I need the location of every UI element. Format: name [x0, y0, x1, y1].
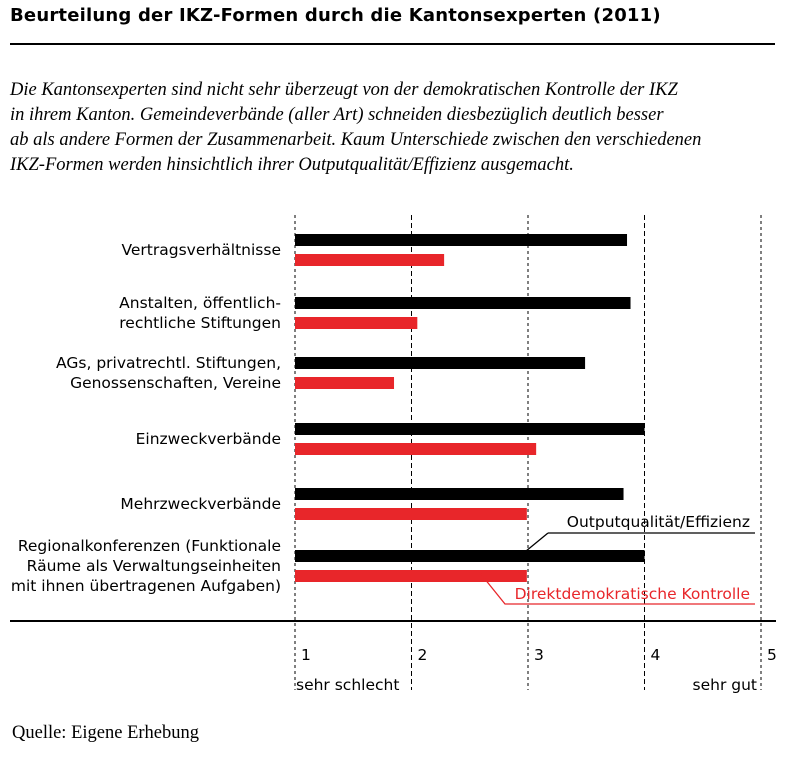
category-label: Einzweckverbände	[136, 430, 281, 448]
scale-label-high: sehr gut	[693, 676, 757, 694]
control-bar	[295, 508, 527, 520]
control-bar	[295, 317, 418, 329]
category-label-line: AGs, privatrechtl. Stiftungen,	[56, 354, 281, 372]
subtitle-line: Die Kantonsexperten sind nicht sehr über…	[10, 80, 678, 100]
chart-subtitle: Die Kantonsexperten sind nicht sehr über…	[10, 78, 775, 178]
tick-label: 3	[534, 646, 544, 664]
category-label-line: Mehrzweckverbände	[120, 495, 281, 513]
tick-label: 2	[418, 646, 428, 664]
title-divider	[10, 43, 775, 45]
category-label-line: Anstalten, öffentlich-	[119, 294, 281, 312]
legend-output-label: Outputqualität/Effizienz	[567, 513, 750, 531]
subtitle-line: in ihrem Kanton. Gemeindeverbände (aller…	[10, 105, 664, 125]
tick-label: 1	[301, 646, 311, 664]
category-label-line: Regionalkonferenzen (Funktionale	[18, 537, 281, 555]
subtitle-line: ab als andere Formen der Zusammenarbeit.…	[10, 130, 702, 150]
subtitle-line: IKZ-Formen werden hinsichtlich ihrer Out…	[10, 155, 574, 175]
category-label: AGs, privatrechtl. Stiftungen, Genossensc…	[56, 354, 281, 392]
category-label-line: Vertragsverhältnisse	[121, 241, 281, 259]
scale-label-low: sehr schlecht	[296, 676, 399, 694]
category-label: Vertragsverhältnisse	[121, 241, 281, 259]
category-label: Regionalkonferenzen (Funktionale Räume al…	[11, 537, 281, 595]
output-bar	[295, 297, 631, 309]
chart-title: Beurteilung der IKZ-Formen durch die Kan…	[10, 5, 661, 26]
legend-output-leader	[505, 532, 549, 557]
control-bar	[295, 570, 527, 582]
control-bar	[295, 254, 445, 266]
output-bar	[295, 357, 586, 369]
category-label: Mehrzweckverbände	[120, 495, 281, 513]
output-bar	[295, 488, 624, 500]
category-label-line: Räume als Verwaltungseinheiten	[27, 557, 281, 575]
category-label-line: rechtliche Stiftungen	[119, 314, 281, 332]
output-bar	[295, 423, 645, 435]
tick-label: 5	[767, 646, 777, 664]
legend-control-leader	[479, 572, 755, 605]
legend-control-label: Direktdemokratische Kontrolle	[515, 585, 750, 603]
category-label: Anstalten, öffentlich-rechtliche Stiftun…	[119, 294, 281, 332]
source-note: Quelle: Eigene Erhebung	[12, 723, 199, 743]
category-label-line: Einzweckverbände	[136, 430, 281, 448]
category-label-line: Genossenschaften, Vereine	[70, 374, 281, 392]
output-bar	[295, 550, 645, 562]
category-label-line: mit ihnen übertragenen Aufgaben)	[11, 577, 281, 595]
control-bar	[295, 377, 395, 389]
output-bar	[295, 234, 628, 246]
control-bar	[295, 443, 537, 455]
tick-label: 4	[651, 646, 661, 664]
